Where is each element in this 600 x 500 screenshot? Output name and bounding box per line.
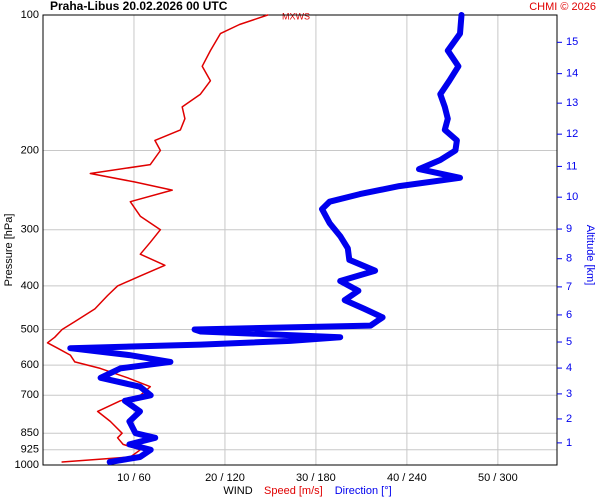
credit: CHMI © 2026 (529, 1, 596, 13)
y2-tick-label: 14 (566, 68, 578, 80)
annotation: MXWS (282, 11, 310, 21)
y2-tick-label: 5 (566, 336, 572, 348)
legend-entry: Direction [°] (335, 485, 392, 497)
y-tick-label: 300 (21, 224, 39, 236)
y-tick-label: 925 (21, 444, 39, 456)
y2-tick-label: 11 (566, 160, 577, 172)
x-tick-label: 20 / 120 (205, 472, 245, 484)
y2-tick-label: 6 (566, 309, 572, 321)
legend-entry: Speed [m/s] (264, 485, 323, 497)
y2-tick-label: 9 (566, 223, 572, 235)
direction-line (67, 12, 465, 465)
y-tick-label: 500 (21, 323, 39, 335)
y-tick-label: 700 (21, 389, 39, 401)
y2-tick-label: 12 (566, 128, 578, 140)
y2-tick-label: 1 (566, 437, 572, 449)
y2-tick-label: 8 (566, 253, 572, 265)
y-tick-label: 400 (21, 280, 39, 292)
y2-tick-label: 7 (566, 281, 572, 293)
x-tick-label: 10 / 60 (117, 472, 151, 484)
x-tick-label: 30 / 180 (296, 472, 336, 484)
x-axis-title: WIND (223, 485, 252, 497)
y2-tick-label: 4 (566, 362, 572, 374)
chart-title: Praha-Libus 20.02.2026 00 UTC (50, 0, 228, 13)
y2-tick-label: 13 (566, 97, 578, 109)
y-tick-label: 850 (21, 427, 39, 439)
x-tick-label: 50 / 300 (478, 472, 518, 484)
y2-axis-title: Altitude [km] (584, 225, 596, 286)
y-tick-label: 600 (21, 359, 39, 371)
y2-tick-label: 15 (566, 36, 578, 48)
y-tick-label: 1000 (15, 459, 39, 471)
speed-line (46, 14, 269, 463)
y2-tick-label: 3 (566, 388, 572, 400)
y-tick-label: 200 (21, 144, 39, 156)
y2-tick-label: 10 (566, 191, 578, 203)
y-tick-label: 100 (21, 9, 39, 21)
x-tick-label: 40 / 240 (387, 472, 427, 484)
plot-frame (42, 14, 558, 466)
y-axis-title: Pressure [hPa] (3, 214, 15, 287)
y2-tick-label: 2 (566, 413, 572, 425)
